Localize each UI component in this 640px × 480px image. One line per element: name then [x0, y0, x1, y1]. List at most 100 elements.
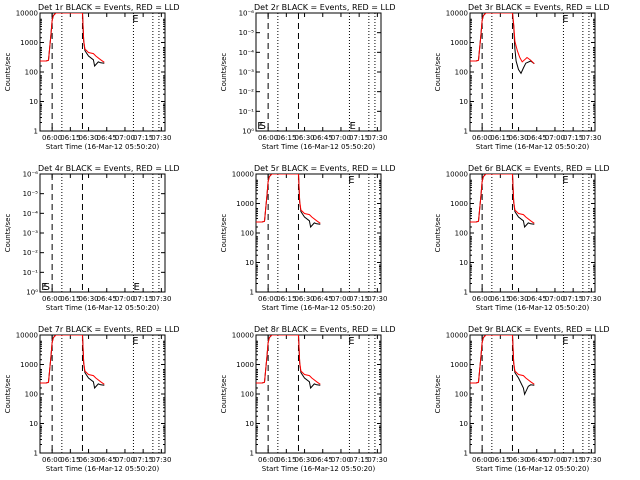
y-axis-label: Counts/sec — [220, 53, 228, 92]
x-tick-label: 07:15 — [563, 134, 583, 142]
y-tick-label: 100 — [241, 230, 254, 238]
x-axis-label: Start Time (16-Mar-12 05:50:20) — [476, 143, 590, 151]
x-axis-label: Start Time (16-Mar-12 05:50:20) — [476, 465, 590, 473]
event-marker-letter: E — [132, 14, 138, 25]
x-tick-label: 07:00 — [545, 456, 565, 464]
x-tick-label: 06:45 — [527, 295, 547, 303]
y-tick-label: 100 — [25, 391, 38, 399]
x-tick-label: 07:30 — [151, 456, 171, 464]
event-marker-letter: E — [562, 14, 568, 25]
y-tick-label: 1 — [250, 289, 254, 297]
y-axis-label: Counts/sec — [4, 375, 12, 414]
y-tick-label: 10⁻¹ — [23, 269, 39, 277]
x-tick-label: 06:30 — [78, 456, 98, 464]
x-axis-label: Start Time (16-Mar-12 05:50:20) — [262, 304, 376, 312]
y-tick-label: 10000 — [16, 332, 38, 340]
y-tick-label: 1000 — [236, 200, 254, 208]
y-tick-label: 10⁻⁵ — [23, 190, 39, 198]
x-tick-label: 06:15 — [490, 456, 510, 464]
y-axis-label: Counts/sec — [434, 214, 442, 253]
y-axis-label: Counts/sec — [434, 53, 442, 92]
y-tick-label: 100 — [241, 391, 254, 399]
y-tick-label: 10 — [29, 420, 38, 428]
plot-frame — [39, 173, 166, 293]
x-axis-label: Start Time (16-Mar-12 05:50:20) — [46, 304, 160, 312]
x-tick-label: 06:00 — [472, 134, 492, 142]
x-tick-label: 07:30 — [367, 134, 387, 142]
plot-frame — [469, 173, 596, 293]
y-axis-label: Counts/sec — [220, 375, 228, 414]
y-tick-label: 10000 — [446, 332, 468, 340]
event-marker-letter: E — [349, 121, 355, 132]
y-tick-label: 10⁻³ — [23, 230, 39, 238]
y-tick-label: 10 — [245, 259, 254, 267]
x-tick-label: 06:15 — [276, 295, 296, 303]
events-series-line — [256, 174, 321, 229]
lld-series-line — [256, 335, 321, 385]
y-tick-label: 100 — [25, 69, 38, 77]
x-tick-label: 06:45 — [313, 134, 333, 142]
x-tick-label: 06:15 — [490, 295, 510, 303]
x-tick-label: 06:00 — [258, 456, 278, 464]
x-tick-label: 07:15 — [349, 134, 369, 142]
x-tick-label: 06:30 — [294, 134, 314, 142]
lld-series-line — [256, 174, 321, 224]
y-tick-label: 100 — [455, 230, 468, 238]
x-tick-label: 06:15 — [60, 134, 80, 142]
x-tick-label: 06:30 — [78, 295, 98, 303]
event-marker-letter: E — [562, 175, 568, 186]
x-tick-label: 06:00 — [42, 456, 62, 464]
events-series-line — [40, 335, 105, 390]
y-tick-label: 10⁻² — [23, 249, 39, 257]
x-tick-label: 07:00 — [115, 456, 135, 464]
x-axis-label: Start Time (16-Mar-12 05:50:20) — [262, 143, 376, 151]
y-tick-label: 10000 — [16, 10, 38, 18]
plot-frame — [469, 334, 596, 454]
x-tick-label: 07:00 — [331, 295, 351, 303]
x-tick-label: 07:15 — [133, 295, 153, 303]
panel-title: Det 3r BLACK = Events, RED = LLD — [468, 3, 610, 12]
plot-frame — [39, 334, 166, 454]
event-marker-letter: E — [133, 282, 139, 293]
x-tick-label: 06:15 — [60, 456, 80, 464]
y-tick-label: 1000 — [20, 39, 38, 47]
plot-frame — [255, 334, 382, 454]
x-tick-label: 06:00 — [472, 295, 492, 303]
y-axis-label: Counts/sec — [434, 375, 442, 414]
x-tick-label: 07:30 — [581, 134, 601, 142]
y-tick-label: 10 — [29, 98, 38, 106]
y-tick-label: 1000 — [20, 361, 38, 369]
x-tick-label: 06:15 — [490, 134, 510, 142]
lld-series-line — [470, 335, 535, 385]
events-series-line — [256, 335, 321, 390]
x-tick-label: 07:00 — [115, 295, 135, 303]
plot-frame — [39, 12, 166, 132]
y-tick-label: 10000 — [446, 10, 468, 18]
x-tick-label: 07:30 — [581, 295, 601, 303]
x-tick-label: 06:00 — [258, 134, 278, 142]
plot-frame — [255, 173, 382, 293]
x-tick-label: 07:15 — [133, 134, 153, 142]
y-tick-label: 1 — [464, 289, 468, 297]
x-tick-label: 07:00 — [115, 134, 135, 142]
x-tick-label: 07:30 — [367, 456, 387, 464]
panel-title: Det 1r BLACK = Events, RED = LLD — [38, 3, 180, 12]
x-tick-label: 06:45 — [527, 456, 547, 464]
x-tick-label: 07:00 — [331, 134, 351, 142]
event-marker-letter: E — [41, 282, 47, 293]
x-tick-label: 06:00 — [258, 295, 278, 303]
y-tick-label: 1 — [34, 450, 38, 458]
y-tick-label: 10⁻¹ — [239, 108, 255, 116]
x-tick-label: 06:45 — [97, 295, 117, 303]
x-axis-label: Start Time (16-Mar-12 05:50:20) — [262, 465, 376, 473]
x-tick-label: 06:45 — [313, 295, 333, 303]
x-tick-label: 06:45 — [527, 134, 547, 142]
y-tick-label: 10 — [459, 259, 468, 267]
y-tick-label: 10⁻³ — [239, 69, 255, 77]
panel-title: Det 9r BLACK = Events, RED = LLD — [468, 325, 610, 334]
x-tick-label: 06:30 — [508, 456, 528, 464]
y-tick-label: 1000 — [450, 361, 468, 369]
